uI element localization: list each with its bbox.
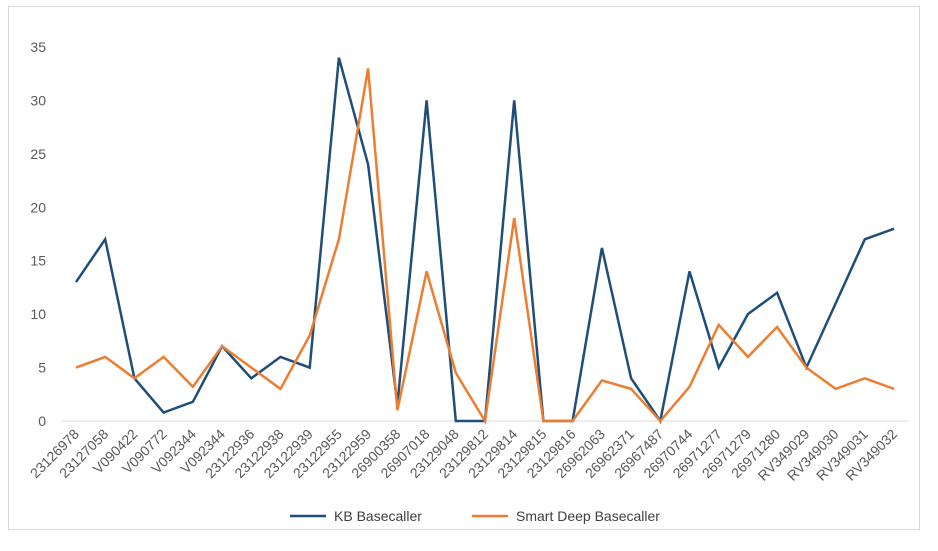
y-tick-label: 0: [38, 413, 46, 429]
legend-label: KB Basecaller: [334, 508, 422, 524]
chart-frame: [8, 6, 920, 530]
y-tick-label: 25: [30, 146, 46, 162]
series-line-kb-basecaller: [74, 57, 895, 425]
legend-label: Smart Deep Basecaller: [516, 508, 660, 524]
y-tick-label: 10: [30, 306, 46, 322]
y-tick-label: 5: [38, 360, 46, 376]
y-tick-label: 20: [30, 199, 46, 215]
series-line-smart-deep-basecaller: [75, 68, 895, 425]
y-tick-label: 30: [30, 92, 46, 108]
y-tick-label: 35: [30, 39, 46, 55]
y-tick-label: 15: [30, 253, 46, 269]
